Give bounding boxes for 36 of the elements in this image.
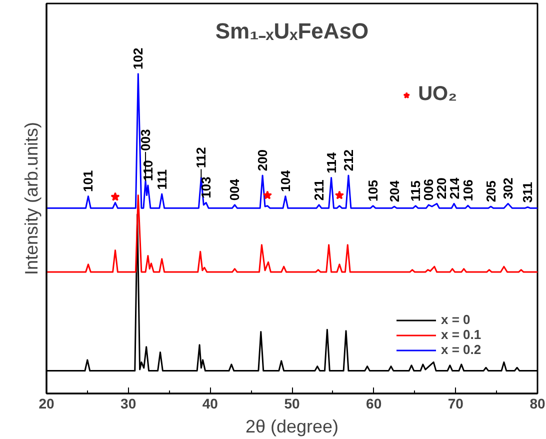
x-tick-label: 60 [366,396,382,412]
annotation: 212 [340,149,356,172]
annotation: 111 [154,169,170,190]
annotation: 220 [434,178,450,200]
annotation: 205 [483,180,498,202]
annotation: 302 [500,178,516,200]
annotation: 101 [80,170,96,192]
annotation: 006 [421,178,436,201]
annotation: 211 [312,180,327,201]
annotation: 311 [520,182,536,203]
annotation: 204 [386,180,402,202]
chart-title: Sm₁₋ₓUₓFeAsO [215,18,369,44]
legend-label: x = 0.2 [441,342,482,357]
annotation: 105 [366,180,381,202]
legend-label: x = 0 [441,312,470,327]
x-axis-title: 2θ (degree) [245,416,339,436]
x-tick-label: 30 [120,396,136,412]
x-tick-label: 80 [530,396,546,412]
annotation: 102 [130,48,146,70]
annotation: 200 [255,149,270,172]
annotation: 004 [227,178,242,201]
y-axis-title: Intensity (arb.units) [22,122,42,276]
annotation: 106 [460,180,476,202]
annotation: 112 [194,147,209,168]
x-tick-label: 20 [38,396,54,412]
legend-label: UO₂ [418,83,457,106]
annotation: 104 [278,169,293,192]
legend-label: x = 0.1 [441,327,482,342]
annotation: 114 [324,152,339,174]
annotation: 003 [138,129,154,151]
annotation: 115 [408,180,424,202]
x-tick-label: 70 [448,396,464,412]
annotation: 103 [198,176,214,198]
x-tick-label: 40 [202,396,218,412]
x-tick-label: 50 [284,396,300,412]
annotation: 214 [447,176,462,200]
